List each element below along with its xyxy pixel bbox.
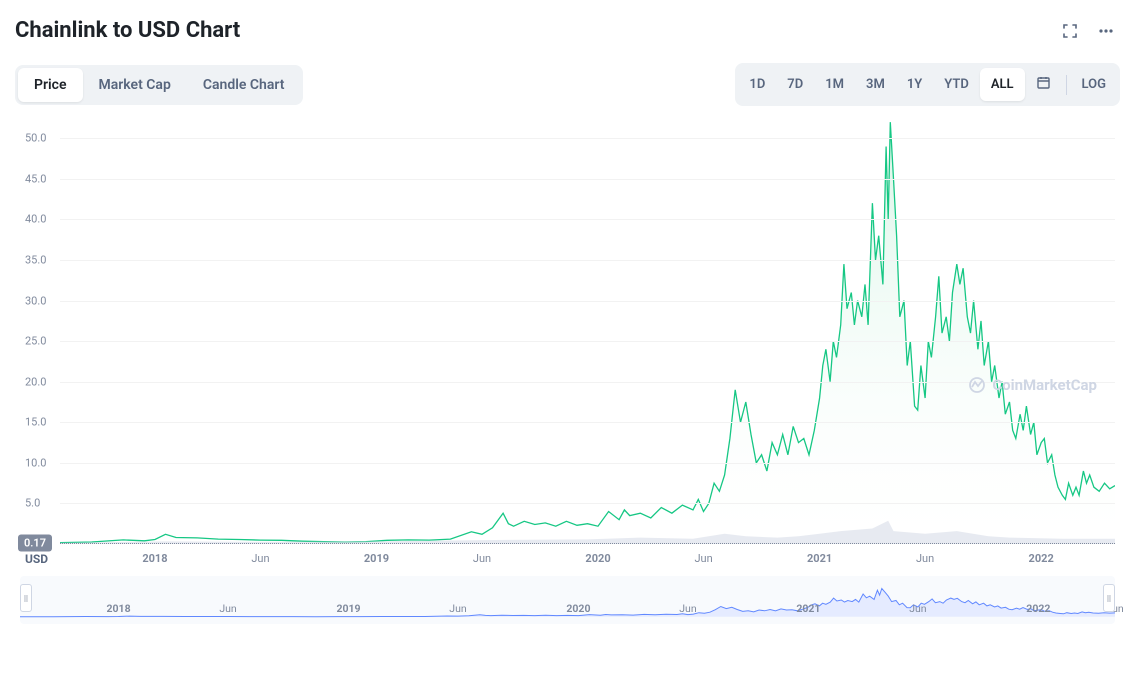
header-actions	[1061, 22, 1115, 40]
y-axis-label: 30.0	[25, 294, 46, 307]
chart-title: Chainlink to USD Chart	[15, 18, 240, 43]
minimap-x-label: 2019	[336, 602, 360, 615]
range-1d[interactable]: 1D	[738, 68, 776, 101]
minimap-handle-left[interactable]: ||	[20, 584, 32, 612]
calendar-icon[interactable]	[1025, 66, 1062, 103]
x-axis-label: Jun	[916, 552, 934, 565]
y-axis-label: 5.0	[25, 497, 40, 510]
log-toggle[interactable]: LOG	[1071, 68, 1117, 101]
tab-candle-chart[interactable]: Candle Chart	[187, 68, 301, 102]
minimap-x-label: Jun	[909, 602, 926, 615]
chart-header: Chainlink to USD Chart	[0, 0, 1135, 53]
y-axis-label: 50.0	[25, 132, 46, 145]
x-axis-label: 2022	[1029, 552, 1054, 565]
range-7d[interactable]: 7D	[776, 68, 814, 101]
fullscreen-icon[interactable]	[1061, 22, 1079, 40]
chart-type-tabs: PriceMarket CapCandle Chart	[15, 65, 303, 105]
range-1m[interactable]: 1M	[814, 68, 855, 101]
y-axis-label: 40.0	[25, 213, 46, 226]
chart-controls: PriceMarket CapCandle Chart 1D7D1M3M1YYT…	[0, 53, 1135, 114]
tab-market-cap[interactable]: Market Cap	[83, 68, 187, 102]
minimap-line	[20, 576, 1115, 624]
minimap-x-label: Jun	[449, 602, 466, 615]
gridline	[60, 463, 1115, 464]
range-ytd[interactable]: YTD	[933, 68, 980, 101]
gridline	[60, 422, 1115, 423]
x-axis: USD 2018 Jun 2019 Jun 2020 Jun 2021 Jun 2022	[10, 544, 1125, 572]
x-axis-label: 2018	[142, 552, 167, 565]
y-axis-label: 45.0	[25, 172, 46, 185]
gridline	[60, 503, 1115, 504]
x-axis-label: Jun	[694, 552, 712, 565]
minimap-x-label: Jun	[679, 602, 696, 615]
gridline	[60, 301, 1115, 302]
gridline	[60, 260, 1115, 261]
minimap-x-label: 2022	[1026, 602, 1050, 615]
minimap-x-label: 2021	[796, 602, 820, 615]
current-price-badge: 0.17	[18, 534, 52, 551]
minimap-x-label: 2018	[106, 602, 130, 615]
y-axis-label: 25.0	[25, 335, 46, 348]
range-all[interactable]: ALL	[980, 68, 1025, 101]
currency-label: USD	[25, 552, 48, 566]
tab-price[interactable]: Price	[18, 68, 83, 102]
more-icon[interactable]	[1097, 22, 1115, 40]
minimap-x-label: 2020	[566, 602, 590, 615]
x-axis-label: 2020	[585, 552, 610, 565]
time-range-group: 1D7D1M3M1YYTDALL LOG	[735, 63, 1120, 106]
range-3m[interactable]: 3M	[855, 68, 896, 101]
gridline	[60, 219, 1115, 220]
y-axis-label: 20.0	[25, 375, 46, 388]
range-1y[interactable]: 1Y	[896, 68, 933, 101]
price-chart: CoinMarketCap 5.0 10.0 15.0 20.0 25.0 30.0 35.…	[10, 114, 1125, 544]
x-axis-label: 2021	[807, 552, 832, 565]
minimap-x-label: Jun	[219, 602, 236, 615]
x-axis-label: 2019	[364, 552, 389, 565]
minimap[interactable]: || || 2018Jun2019Jun2020Jun2021Jun2022Ju…	[20, 576, 1115, 624]
chart-area: CoinMarketCap 5.0 10.0 15.0 20.0 25.0 30.0 35.…	[0, 114, 1135, 624]
x-axis-label: Jun	[251, 552, 269, 565]
gridline	[60, 382, 1115, 383]
gridline	[60, 138, 1115, 139]
gridline	[60, 341, 1115, 342]
y-axis-label: 35.0	[25, 254, 46, 267]
current-price-line	[60, 543, 1115, 544]
x-axis-label: Jun	[473, 552, 491, 565]
minimap-handle-right[interactable]: ||	[1103, 584, 1115, 612]
watermark: CoinMarketCap	[968, 376, 1097, 394]
y-axis-label: 15.0	[25, 416, 46, 429]
y-axis-label: 10.0	[25, 456, 46, 469]
gridline	[60, 179, 1115, 180]
